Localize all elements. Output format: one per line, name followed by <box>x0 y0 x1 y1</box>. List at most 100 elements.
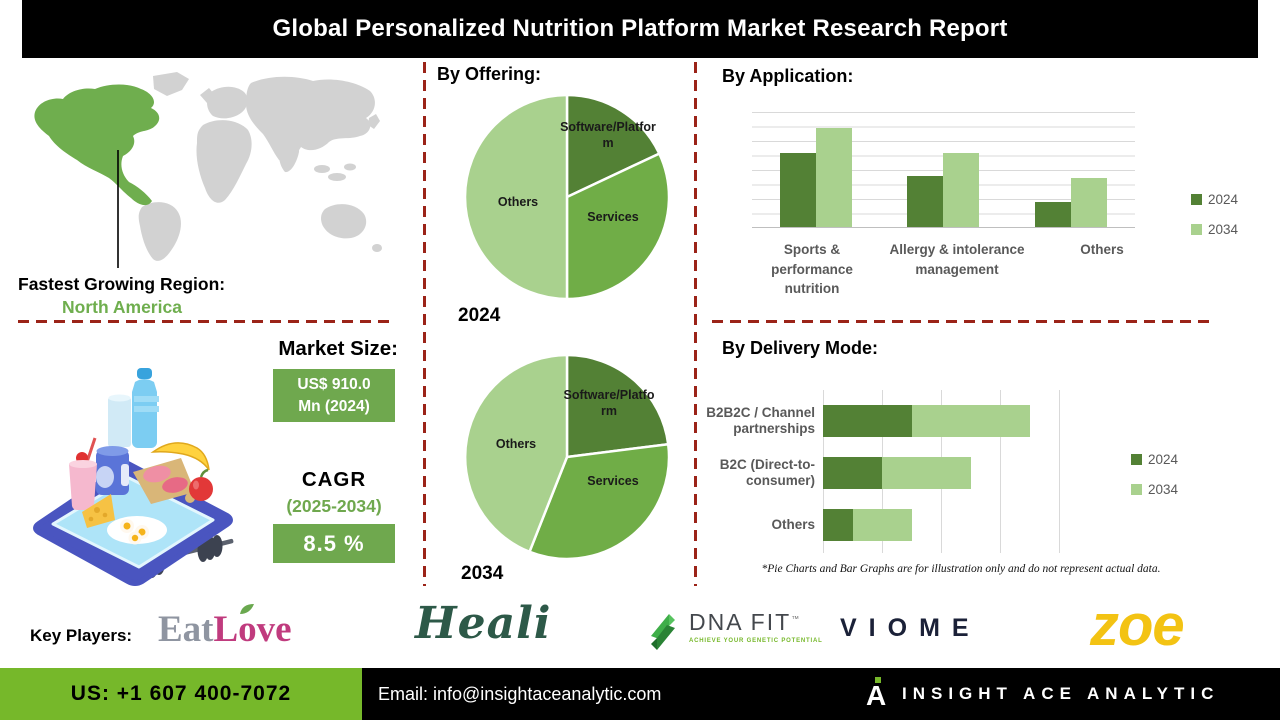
application-bars <box>752 112 1135 227</box>
glass-icon <box>108 397 131 447</box>
legend-item: 2034 <box>1191 222 1238 237</box>
cagr-value: 8.5 % <box>273 524 395 563</box>
bar-group <box>779 112 852 227</box>
bar-2024 <box>907 176 944 227</box>
pie-slice <box>565 93 661 199</box>
bar-segment-2034 <box>852 509 912 541</box>
legend-item: 2034 <box>1131 482 1178 497</box>
protein-jar-icon <box>96 446 129 495</box>
region-label: Fastest Growing Region: <box>18 274 226 294</box>
logo-dnafit: DNA FIT™ ACHIEVE YOUR GENETIC POTENTIAL <box>645 609 823 654</box>
bar-segment-2024 <box>823 509 853 541</box>
footer-brand: A INSIGHT ACE ANALYTIC <box>866 668 1219 720</box>
region-value: North America <box>62 297 182 317</box>
legend-swatch-2024 <box>1131 454 1142 465</box>
bar-segment-2034 <box>882 457 971 489</box>
logo-zoe: zoe <box>1090 593 1185 658</box>
footer-email: Email: info@insightaceanalytic.com <box>378 684 662 704</box>
pie-year-2034: 2034 <box>461 563 504 584</box>
legend-label: 2024 <box>1208 192 1239 207</box>
delivery-bar-row <box>823 509 1089 541</box>
divider-left <box>18 320 395 323</box>
bar-group <box>1035 112 1108 227</box>
smoothie-icon <box>69 437 97 511</box>
delivery-chart <box>823 390 1089 553</box>
logo-heali: Heali <box>415 598 552 649</box>
category-label: Others <box>1080 242 1124 257</box>
category-label: B2B2C / Channel partnerships <box>706 404 815 436</box>
bar-2024 <box>1035 201 1072 227</box>
footer-phone: US: +1 607 400-7072 <box>0 668 362 720</box>
bar-segment-2024 <box>823 405 912 437</box>
bar-2034 <box>815 128 852 227</box>
divider-mid-left <box>423 62 426 586</box>
pie-slice <box>463 93 569 301</box>
pie-slice <box>565 353 670 459</box>
dnafit-tagline: ACHIEVE YOUR GENETIC POTENTIAL <box>689 638 823 645</box>
application-chart <box>752 112 1135 228</box>
eggs-plate-icon <box>107 516 167 545</box>
cagr-label: CAGR <box>301 468 367 491</box>
bar-segment-2024 <box>823 457 883 489</box>
pie-slice <box>528 442 671 561</box>
cheese-icon <box>82 494 115 528</box>
pie-chart-2024: Software/Platform Services Others <box>462 92 672 302</box>
pie-slice-label: Services <box>587 210 639 224</box>
pie-slice-label: Software/Platform <box>563 388 655 418</box>
pie-slice-label: Others <box>495 437 537 451</box>
leaf-icon <box>240 604 254 614</box>
pie-slice-label: Others <box>497 195 539 209</box>
category-label: Others <box>771 516 815 532</box>
delivery-bar-row <box>823 457 1089 489</box>
legend-swatch-2034 <box>1191 224 1202 235</box>
legend-item: 2024 <box>1131 452 1178 467</box>
water-bottle-icon <box>132 368 159 448</box>
divider-mid-right <box>694 62 697 586</box>
key-players-label: Key Players: <box>30 626 133 645</box>
market-size-value: US$ 910.0 Mn (2024) <box>273 369 395 422</box>
title-bar: Global Personalized Nutrition Platform M… <box>22 0 1258 58</box>
legend-label: 2034 <box>1208 222 1239 237</box>
delivery-legend: 2024 2034 <box>1131 452 1178 497</box>
footer-brand-name: INSIGHT ACE ANALYTIC <box>902 684 1220 703</box>
bar-2024 <box>779 153 816 227</box>
category-label: Sports & performance nutrition <box>771 242 853 297</box>
bar-2034 <box>1071 177 1108 227</box>
pie-chart-2034: Software/Platform Services Others <box>462 352 672 562</box>
disclaimer-note: *Pie Charts and Bar Graphs are for illus… <box>761 563 1161 575</box>
logo-eatlove: EatLove <box>158 604 292 651</box>
apple-icon <box>189 468 213 501</box>
bar-group <box>907 112 980 227</box>
delivery-heading: By Delivery Mode: <box>722 338 879 358</box>
category-label: B2C (Direct-to-consumer) <box>719 456 815 488</box>
pie-slice <box>463 353 569 554</box>
category-label: Allergy & intolerance management <box>889 242 1025 277</box>
pie-slice-label: Software/Platform <box>560 120 656 150</box>
legend-item: 2024 <box>1191 192 1238 207</box>
bar-segment-2034 <box>911 405 1030 437</box>
legend-swatch-2034 <box>1131 484 1142 495</box>
divider-right <box>712 320 1210 323</box>
delivery-categories: B2B2C / Channel partnerships B2C (Direct-… <box>680 390 815 561</box>
banana-icon <box>150 442 210 471</box>
pie-year-2024: 2024 <box>458 305 501 326</box>
application-categories: Sports & performance nutrition Allergy & … <box>752 240 1135 299</box>
nutrition-illustration <box>33 368 234 586</box>
application-legend: 2024 2034 <box>1191 192 1238 237</box>
insight-ace-logo: A <box>866 677 888 711</box>
legend-label: 2024 <box>1148 452 1179 467</box>
application-heading: By Application: <box>722 66 854 86</box>
delivery-bars <box>823 390 1089 553</box>
cagr-period: (2025-2034) <box>286 496 382 516</box>
world-map <box>34 72 382 268</box>
dnafit-icon <box>651 614 675 650</box>
bar-2034 <box>943 153 980 227</box>
logo-dot <box>875 677 881 683</box>
pie-slice <box>565 152 671 301</box>
offering-heading: By Offering: <box>437 64 542 84</box>
pie-slice-label: Services <box>587 474 639 488</box>
page-title: Global Personalized Nutrition Platform M… <box>272 15 1008 42</box>
legend-label: 2034 <box>1148 482 1179 497</box>
delivery-bar-row <box>823 405 1089 437</box>
market-size-label: Market Size: <box>278 337 398 360</box>
